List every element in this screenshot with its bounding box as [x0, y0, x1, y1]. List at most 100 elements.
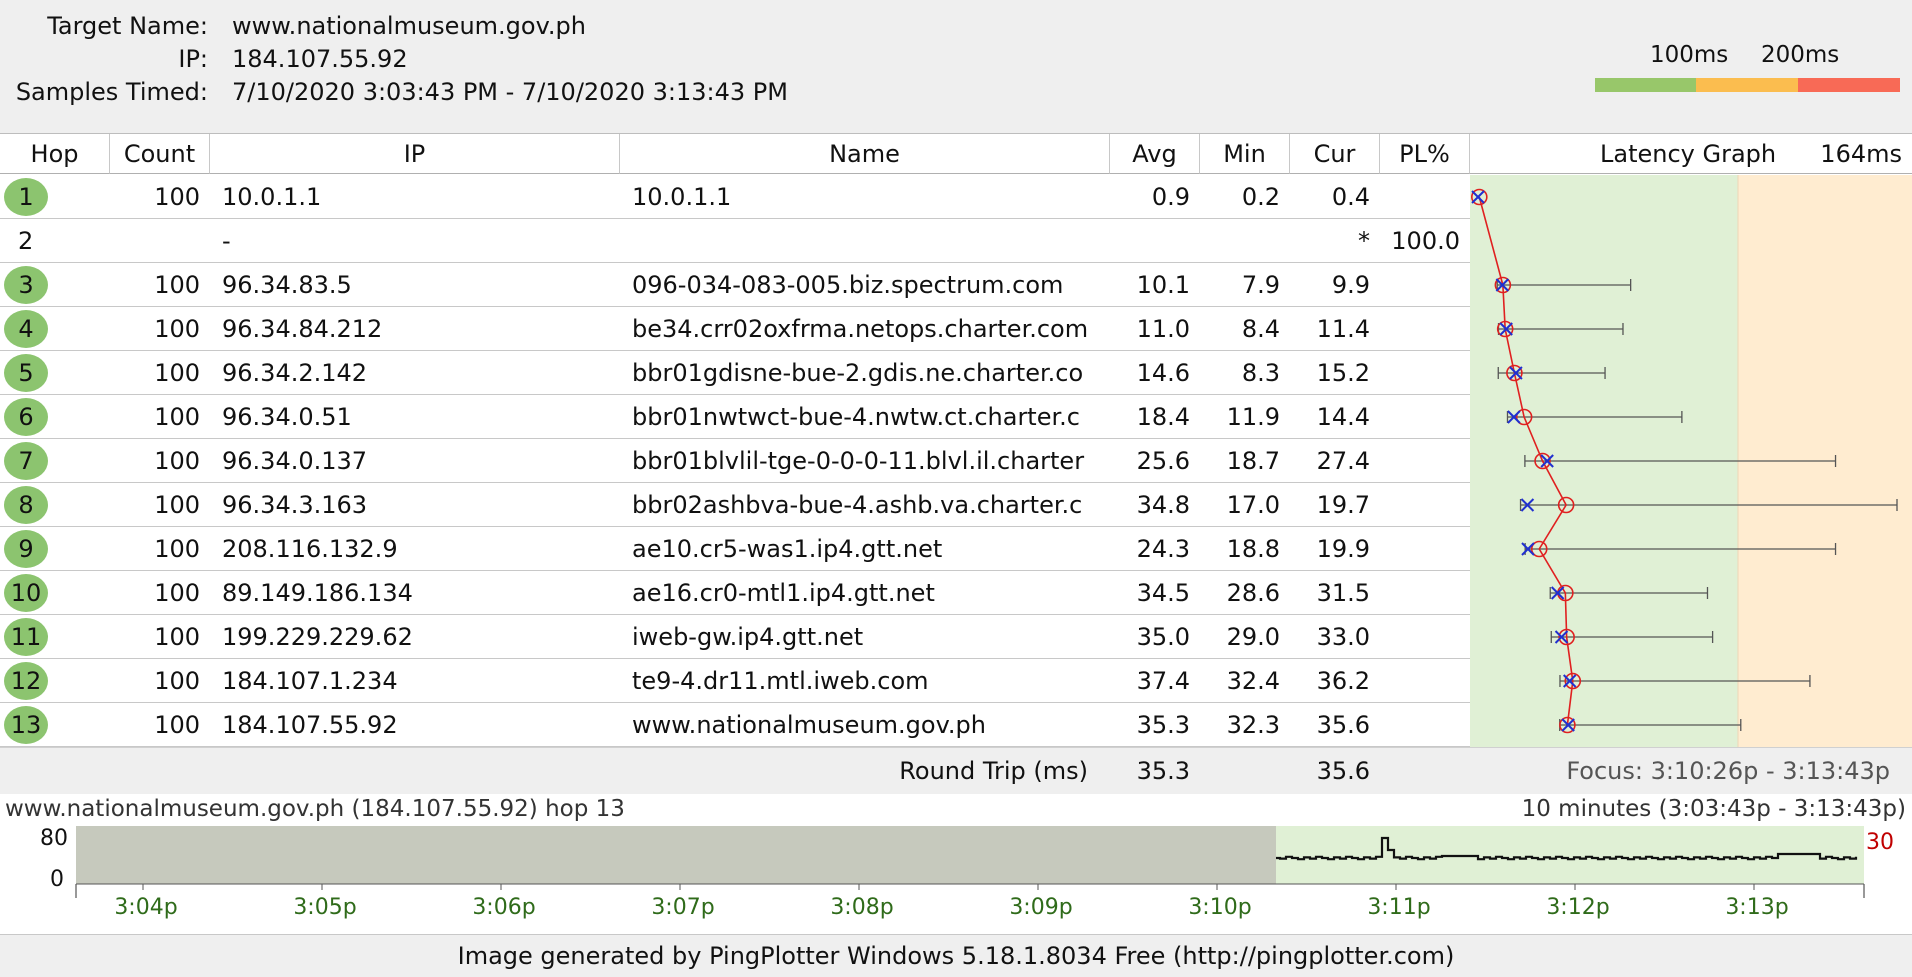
- hop-avg: 18.4: [1136, 403, 1190, 431]
- col-header-latency-graph[interactable]: Latency Graph 164ms: [1470, 134, 1912, 174]
- hop-number-badge: 13: [4, 706, 48, 744]
- cur-marker: [1521, 542, 1535, 556]
- hop-row[interactable]: 10 100 89.149.186.134 ae16.cr0-mtl1.ip4.gtt…: [0, 571, 1470, 615]
- hop-count: 100: [154, 447, 200, 475]
- hop-count: 100: [154, 271, 200, 299]
- hop-row[interactable]: 7 100 96.34.0.137 bbr01blvlil-tge-0-0-0-11.…: [0, 439, 1470, 483]
- hop-pl: [1380, 307, 1460, 351]
- hop-row[interactable]: 13 100 184.107.55.92 www.nationalmuseum.gov…: [0, 703, 1470, 747]
- hop-cur: 27.4: [1316, 447, 1370, 475]
- hop-avg: 35.0: [1136, 623, 1190, 651]
- hop-avg: 24.3: [1136, 535, 1190, 563]
- col-header-hop[interactable]: Hop: [0, 134, 110, 174]
- hop-ip: 96.34.0.137: [222, 447, 368, 475]
- hop-row[interactable]: 8 100 96.34.3.163 bbr02ashbva-bue-4.ashb.va…: [0, 483, 1470, 527]
- hop-number-badge: 1: [4, 178, 48, 216]
- cur-marker: [1540, 454, 1554, 468]
- history-tick-label: 3:05p: [293, 895, 356, 920]
- col-header-avg[interactable]: Avg: [1110, 134, 1200, 174]
- hop-cur: 19.9: [1316, 535, 1370, 563]
- hop-ip: 184.107.55.92: [222, 711, 398, 739]
- hop-name: bbr01nwtwct-bue-4.nwtw.ct.charter.c: [632, 403, 1080, 431]
- cur-marker: [1495, 278, 1510, 292]
- hop-pl: [1380, 263, 1460, 307]
- hop-cur: 11.4: [1316, 315, 1370, 343]
- hop-count: 100: [154, 535, 200, 563]
- hop-row[interactable]: 11 100 199.229.229.62 iweb-gw.ip4.gtt.net 35…: [0, 615, 1470, 659]
- hop-row[interactable]: 9 100 208.116.132.9 ae10.cr5-was1.ip4.gtt.n…: [0, 527, 1470, 571]
- time-graph[interactable]: 3:04p 3:05p 3:06p 3:07p 3:08p 3:09p 3:10p 3:11p…: [0, 794, 1912, 934]
- hop-row[interactable]: 4 100 96.34.84.212 be34.crr02oxfrma.netops.…: [0, 307, 1470, 351]
- ip-value: 184.107.55.92: [232, 45, 408, 73]
- legend-bad-bar: [1798, 78, 1900, 92]
- hop-row[interactable]: 2 - * 100.0: [0, 219, 1470, 263]
- round-trip-row: Round Trip (ms) 35.3 35.6 Focus: 3:10:26…: [0, 747, 1912, 795]
- hop-number-badge: 9: [4, 530, 48, 568]
- hop-cur: 31.5: [1316, 579, 1370, 607]
- col-header-pl[interactable]: PL%: [1380, 134, 1470, 174]
- hop-cur: 36.2: [1316, 667, 1370, 695]
- col-header-name[interactable]: Name: [620, 134, 1110, 174]
- avg-marker: [1506, 364, 1523, 382]
- hop-cur: 14.4: [1316, 403, 1370, 431]
- cur-marker: [1499, 322, 1513, 336]
- hop-cur: 19.7: [1316, 491, 1370, 519]
- hop-row[interactable]: 3 100 96.34.83.5 096-034-083-005.biz.spectr…: [0, 263, 1470, 307]
- hop-name: be34.crr02oxfrma.netops.charter.com: [632, 315, 1089, 343]
- hop-min: 17.0: [1226, 491, 1280, 519]
- legend-warn-bar: [1696, 78, 1798, 92]
- hop-count: 100: [154, 623, 200, 651]
- latency-graph[interactable]: [1470, 175, 1912, 748]
- hop-count: 100: [154, 491, 200, 519]
- cur-marker: [1507, 410, 1521, 424]
- hop-row[interactable]: 12 100 184.107.1.234 te9-4.dr11.mtl.iweb.co…: [0, 659, 1470, 703]
- hop-avg: 0.9: [1151, 183, 1190, 211]
- hop-name: iweb-gw.ip4.gtt.net: [632, 623, 864, 651]
- hop-min: 18.8: [1226, 535, 1280, 563]
- hop-name: [632, 219, 1102, 263]
- avg-marker: [1534, 452, 1551, 470]
- time-graph-y-bottom: 0: [50, 867, 64, 892]
- hop-row[interactable]: 5 100 96.34.2.142 bbr01gdisne-bue-2.gdis.ne…: [0, 351, 1470, 395]
- hop-ip: 96.34.2.142: [222, 359, 368, 387]
- col-header-cur[interactable]: Cur: [1290, 134, 1380, 174]
- cur-marker: [1520, 498, 1535, 512]
- avg-marker: [1557, 496, 1575, 514]
- hop-row[interactable]: 1 100 10.0.1.1 10.0.1.1 0.9 0.2 0.4: [0, 175, 1470, 219]
- hop-number-badge: 11: [4, 618, 48, 656]
- hop-avg: 10.1: [1136, 271, 1190, 299]
- legend-100ms-label: 100ms: [1650, 42, 1729, 68]
- hop-min: 29.0: [1226, 623, 1280, 651]
- hop-count: 100: [154, 579, 200, 607]
- samples-timed-value: 7/10/2020 3:03:43 PM - 7/10/2020 3:13:43…: [232, 78, 788, 106]
- col-header-count[interactable]: Count: [110, 134, 210, 174]
- hop-min: 7.9: [1241, 271, 1280, 299]
- col-header-ip[interactable]: IP: [210, 134, 620, 174]
- hop-ip: 89.149.186.134: [222, 579, 413, 607]
- trace-table: Hop Count IP Name Avg Min Cur PL% Latenc…: [0, 133, 1912, 748]
- focus-range: Focus: 3:10:26p - 3:13:43p: [1566, 757, 1890, 785]
- avg-marker: [1496, 320, 1514, 338]
- hop-row[interactable]: 6 100 96.34.0.51 bbr01nwtwct-bue-4.nwtw.ct.…: [0, 395, 1470, 439]
- hop-name: ae16.cr0-mtl1.ip4.gtt.net: [632, 579, 935, 607]
- latency-graph-title: Latency Graph: [1600, 140, 1777, 168]
- round-trip-avg: 35.3: [1136, 757, 1190, 785]
- col-header-min[interactable]: Min: [1200, 134, 1290, 174]
- hop-avg: 11.0: [1136, 315, 1190, 343]
- hop-pl: [1380, 351, 1460, 395]
- hop-number-badge: 10: [4, 574, 48, 612]
- hop-count: 100: [154, 359, 200, 387]
- hop-min: 8.3: [1241, 359, 1280, 387]
- cur-marker: [1550, 586, 1565, 600]
- avg-marker: [1564, 672, 1582, 690]
- hop-ip: 96.34.84.212: [222, 315, 383, 343]
- hop-name: bbr02ashbva-bue-4.ashb.va.charter.c: [632, 491, 1083, 519]
- hop-min: 32.3: [1226, 711, 1280, 739]
- hop-number-badge: 3: [4, 266, 48, 304]
- hop-min: 0.2: [1241, 183, 1280, 211]
- avg-marker: [1558, 628, 1575, 646]
- hop-pl: [1380, 703, 1460, 747]
- hop-name: 10.0.1.1: [632, 183, 732, 211]
- hop-cur: 35.6: [1316, 711, 1370, 739]
- time-graph-panel: www.nationalmuseum.gov.ph (184.107.55.92…: [0, 794, 1912, 934]
